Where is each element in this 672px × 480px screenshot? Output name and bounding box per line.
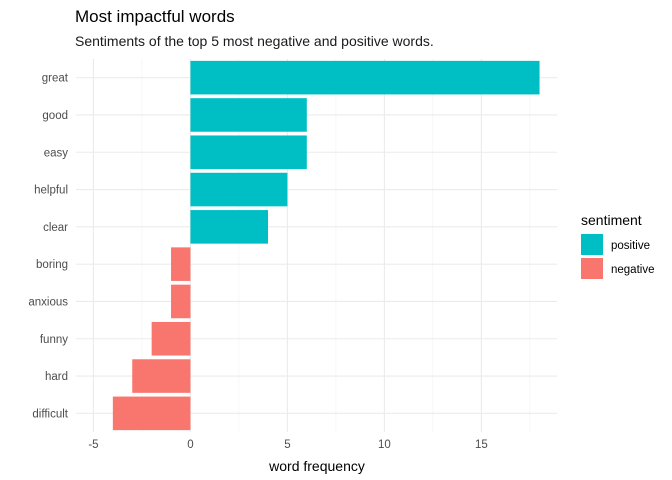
- bars: [112, 60, 540, 431]
- bar-great: [190, 60, 540, 95]
- bar-anxious: [171, 284, 191, 319]
- y-tick-label: anxious: [28, 296, 68, 308]
- y-tick-label: boring: [36, 259, 68, 271]
- y-tick-label: hard: [45, 371, 68, 383]
- y-tick-label: difficult: [32, 408, 68, 420]
- x-tick-label: -5: [88, 439, 98, 451]
- y-tick-label: easy: [44, 147, 69, 159]
- bar-difficult: [112, 396, 191, 431]
- y-tick-label: helpful: [34, 185, 68, 197]
- bar-boring: [171, 247, 191, 281]
- legend-key-negative: [581, 258, 603, 279]
- bar-hard: [132, 359, 191, 393]
- y-tick-label: funny: [40, 334, 68, 346]
- x-axis-ticks: -5 0 5 10 15: [88, 439, 487, 451]
- x-tick-label: 5: [284, 439, 290, 451]
- bar-easy: [190, 135, 307, 170]
- chart-title: Most impactful words: [75, 7, 235, 26]
- y-tick-label: great: [42, 73, 69, 85]
- legend-key-positive: [581, 234, 603, 255]
- chart-subtitle: Sentiments of the top 5 most negative an…: [75, 33, 434, 49]
- x-tick-label: 10: [378, 439, 391, 451]
- bar-good: [190, 98, 307, 132]
- y-axis-ticks: great good easy helpful clear boring anxious fu…: [28, 73, 68, 421]
- legend-label-negative: negative: [611, 264, 654, 276]
- y-tick-label: good: [42, 110, 68, 122]
- bar-clear: [190, 210, 269, 244]
- legend-title: sentiment: [581, 212, 642, 228]
- legend: sentiment positive negative: [581, 212, 654, 279]
- legend-label-positive: positive: [611, 240, 650, 252]
- x-axis-title: word frequency: [268, 458, 365, 474]
- x-tick-label: 15: [475, 439, 488, 451]
- bar-helpful: [190, 172, 288, 207]
- y-tick-label: clear: [43, 222, 68, 234]
- bar-funny: [151, 321, 191, 356]
- x-tick-label: 0: [187, 439, 193, 451]
